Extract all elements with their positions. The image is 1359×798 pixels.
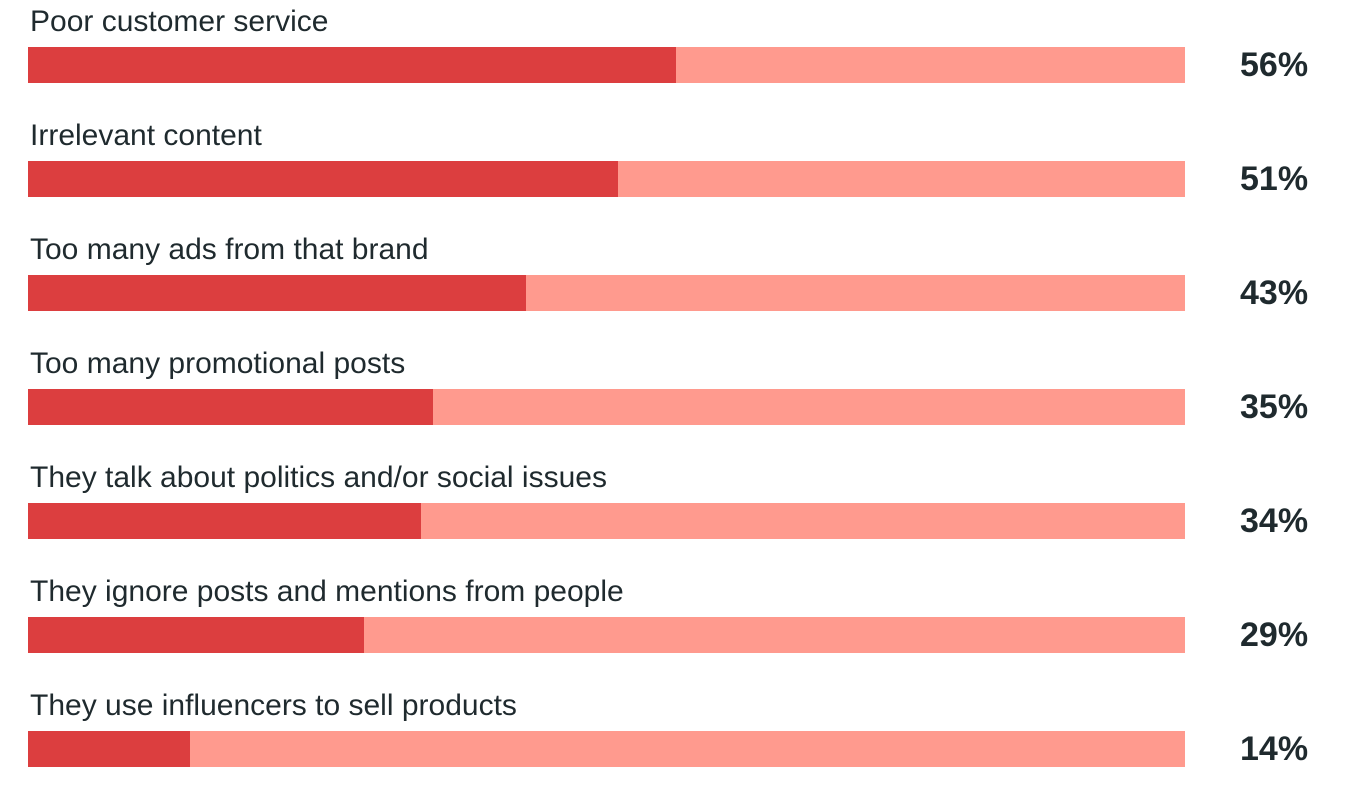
bar-row: Irrelevant content 51%	[0, 114, 1359, 228]
category-label: Too many promotional posts	[30, 347, 406, 380]
bar-row: They use influencers to sell products 14%	[0, 684, 1359, 798]
bar-fill	[28, 503, 421, 539]
value-label: 34%	[1240, 502, 1309, 540]
bar-fill	[28, 731, 190, 767]
bar-track	[28, 731, 1185, 767]
bar-track	[28, 389, 1185, 425]
value-label: 56%	[1240, 46, 1309, 84]
value-label: 29%	[1240, 616, 1309, 654]
bar-track	[28, 275, 1185, 311]
bar-fill	[28, 161, 618, 197]
value-label: 43%	[1240, 274, 1309, 312]
bar-row: Too many promotional posts 35%	[0, 342, 1359, 456]
bar-track	[28, 503, 1185, 539]
bar-track	[28, 47, 1185, 83]
value-label: 35%	[1240, 388, 1309, 426]
bar-fill	[28, 47, 676, 83]
bar-fill	[28, 275, 526, 311]
category-label: Poor customer service	[30, 5, 329, 38]
bar-fill	[28, 389, 433, 425]
bar-track	[28, 617, 1185, 653]
bar-row: They ignore posts and mentions from peop…	[0, 570, 1359, 684]
category-label: They talk about politics and/or social i…	[30, 461, 607, 494]
category-label: They ignore posts and mentions from peop…	[30, 575, 624, 608]
bar-track	[28, 161, 1185, 197]
category-label: They use influencers to sell products	[30, 689, 517, 722]
bar-row: Too many ads from that brand 43%	[0, 228, 1359, 342]
horizontal-bar-chart: Poor customer service 56% Irrelevant conte…	[0, 0, 1359, 767]
category-label: Too many ads from that brand	[30, 233, 429, 266]
bar-fill	[28, 617, 364, 653]
value-label: 14%	[1240, 730, 1309, 768]
value-label: 51%	[1240, 160, 1309, 198]
bar-row: They talk about politics and/or social i…	[0, 456, 1359, 570]
category-label: Irrelevant content	[30, 119, 262, 152]
bar-row: Poor customer service 56%	[0, 0, 1359, 114]
